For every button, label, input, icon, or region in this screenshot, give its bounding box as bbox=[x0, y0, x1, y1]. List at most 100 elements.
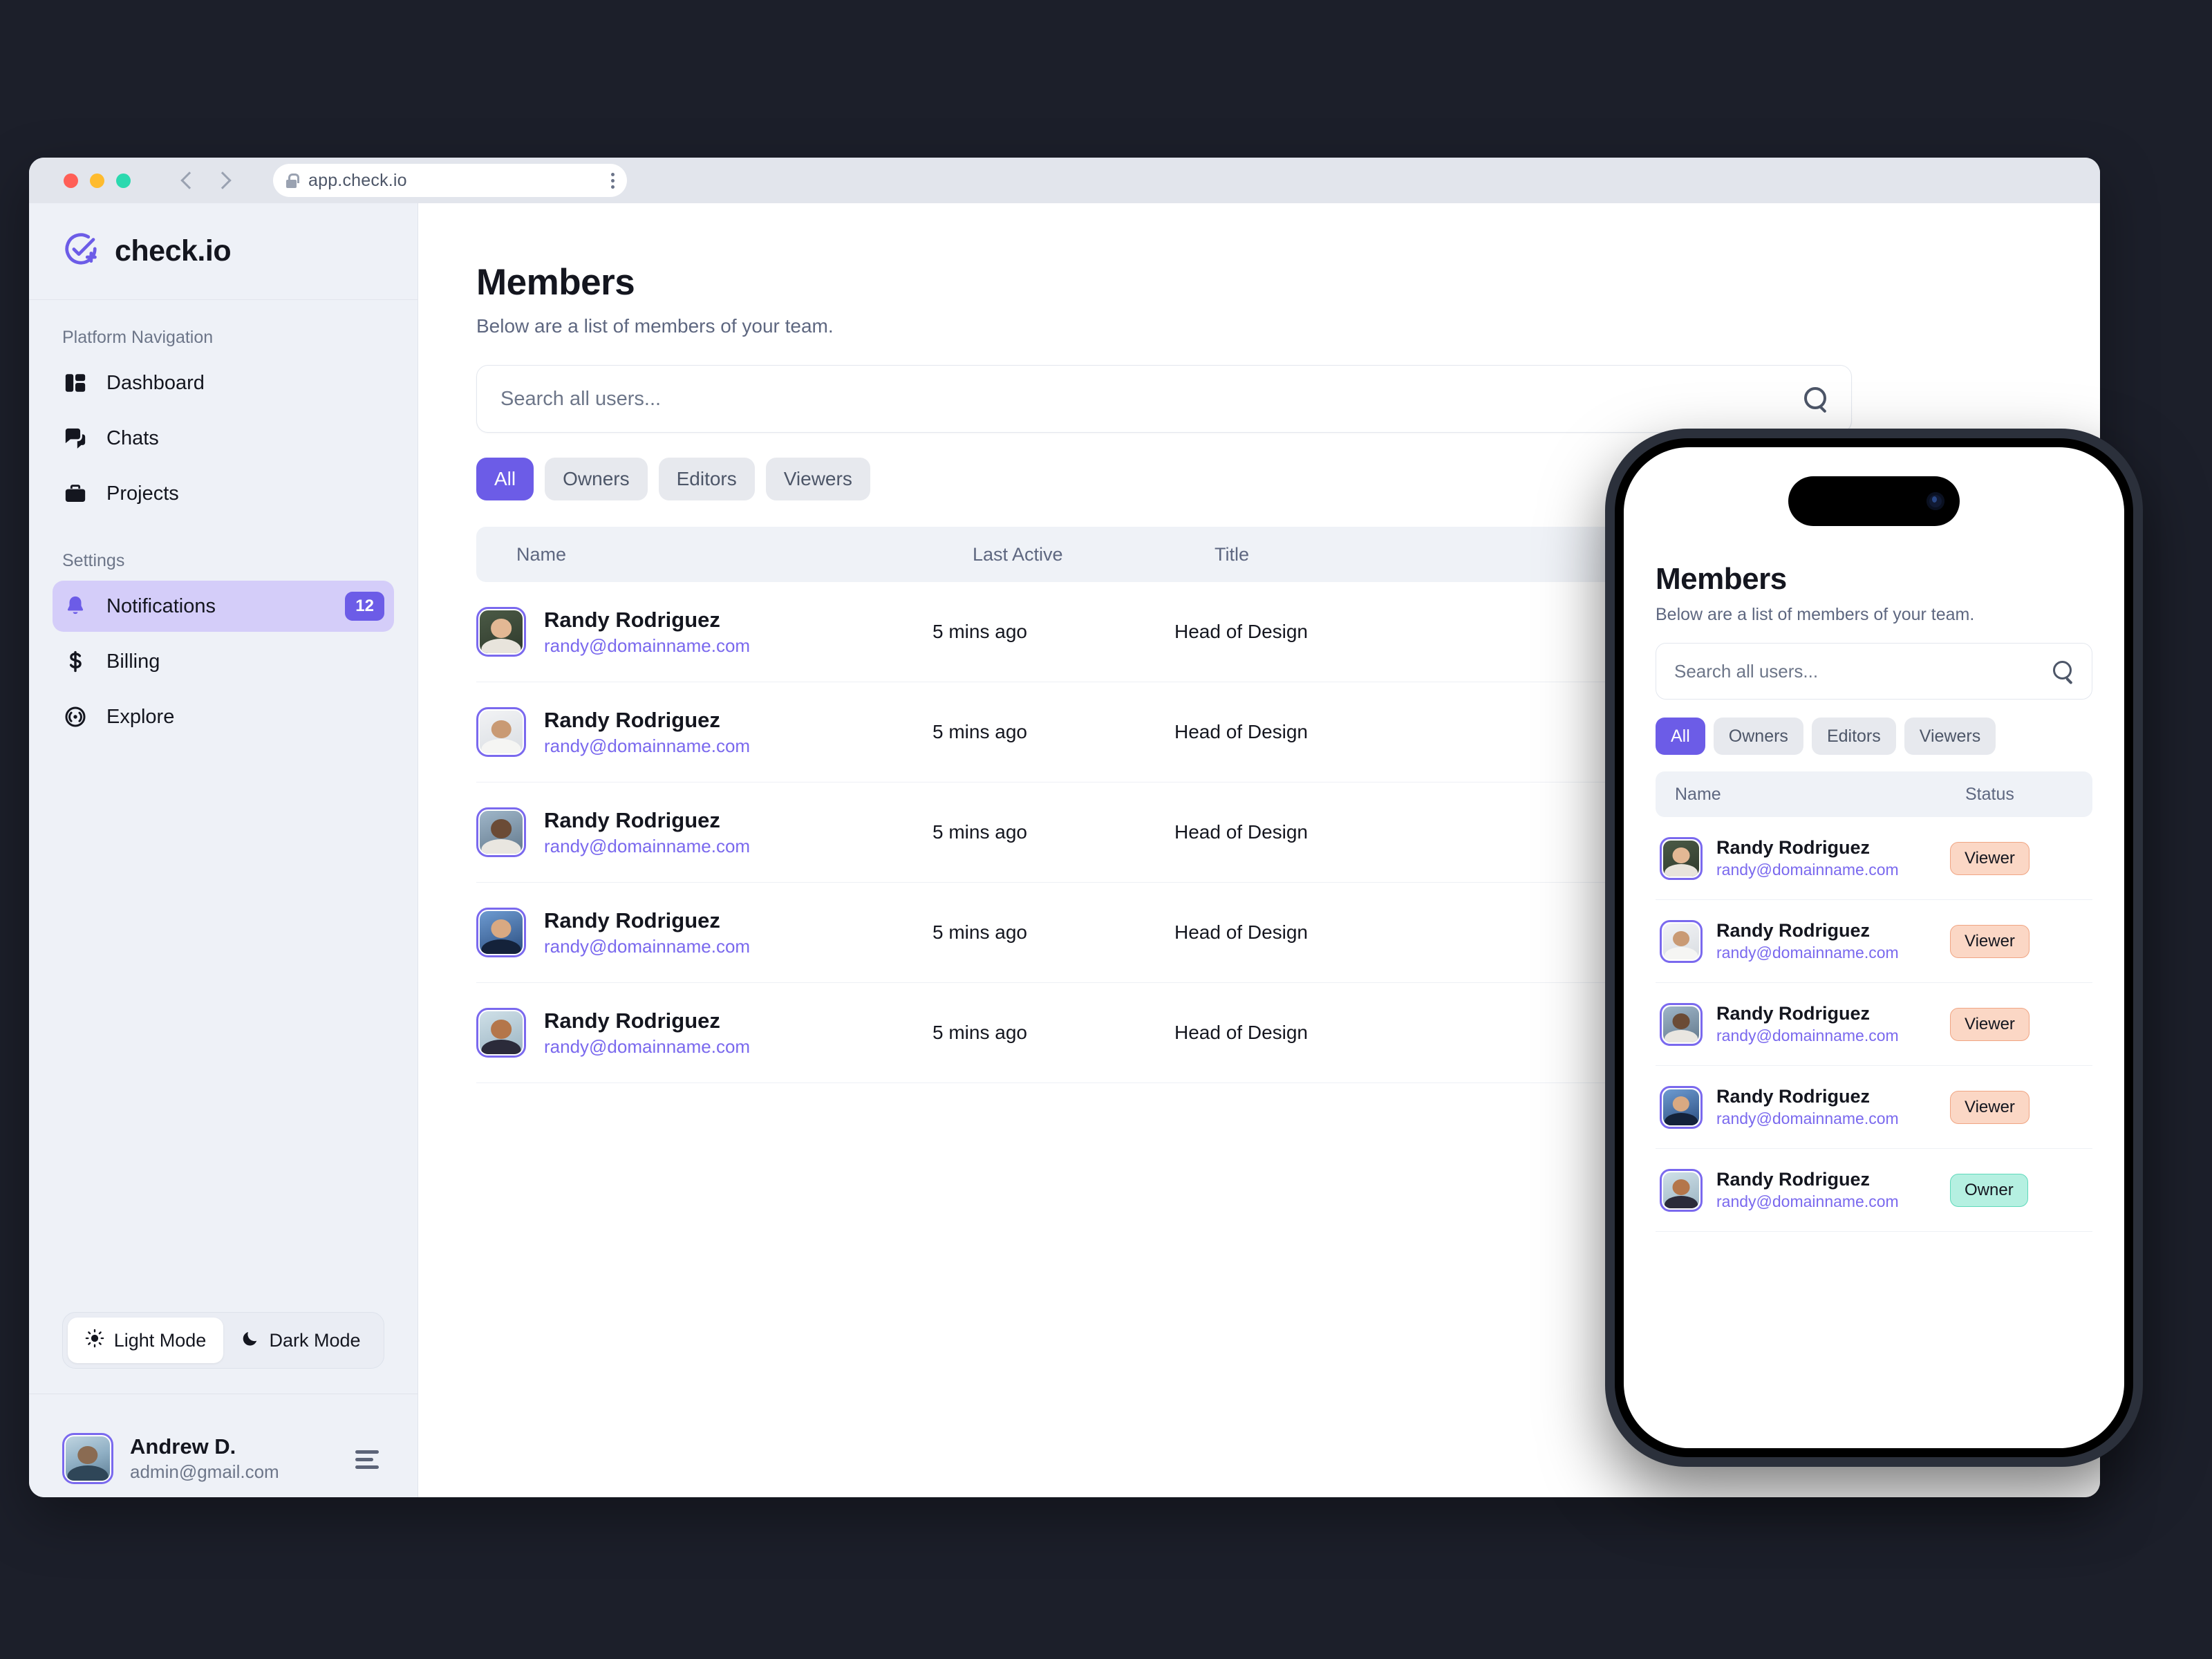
member-email[interactable]: randy@domainname.com bbox=[544, 735, 751, 756]
dashboard-grid-icon bbox=[62, 370, 88, 396]
filter-pill-group: All Owners Editors Viewers bbox=[476, 458, 2100, 500]
phone-member-email[interactable]: randy@domainname.com bbox=[1716, 1027, 1899, 1044]
phone-filter-pill-all[interactable]: All bbox=[1656, 718, 1705, 755]
table-row[interactable]: Randy Rodriguez randy@domainname.com 5 m… bbox=[476, 782, 1852, 883]
sidebar-item-explore[interactable]: Explore bbox=[53, 691, 394, 742]
sidebar-item-dashboard[interactable]: Dashboard bbox=[53, 357, 394, 409]
member-name-cell: Randy Rodriguez randy@domainname.com bbox=[476, 607, 932, 657]
list-item[interactable]: Randy Rodriguez randy@domainname.com Own… bbox=[1656, 1149, 2092, 1232]
forward-icon[interactable] bbox=[214, 171, 232, 189]
member-name-cell: Randy Rodriguez randy@domainname.com bbox=[476, 908, 932, 957]
browser-viewport: check.io Platform Navigation Dashboard bbox=[29, 203, 2100, 1497]
member-title: Head of Design bbox=[1174, 921, 1309, 943]
phone-filter-pill-owners[interactable]: Owners bbox=[1713, 718, 1803, 755]
table-row[interactable]: Randy Rodriguez randy@domainname.com 5 m… bbox=[476, 883, 1852, 983]
member-last-active: 5 mins ago bbox=[932, 1022, 1027, 1043]
list-item[interactable]: Randy Rodriguez randy@domainname.com Vie… bbox=[1656, 900, 2092, 983]
member-email[interactable]: randy@domainname.com bbox=[544, 1035, 751, 1057]
dynamic-island bbox=[1788, 476, 1960, 526]
profile-text: Andrew D. admin@gmail.com bbox=[130, 1434, 279, 1483]
filter-pill-viewers[interactable]: Viewers bbox=[765, 458, 870, 500]
sidebar-item-label: Projects bbox=[106, 482, 179, 505]
url-bar[interactable]: app.check.io bbox=[273, 164, 627, 197]
moon-icon bbox=[241, 1329, 259, 1352]
browser-window: app.check.io check.io bbox=[29, 158, 2100, 1497]
search-input[interactable] bbox=[500, 387, 1804, 411]
column-header-title: Title bbox=[1215, 543, 1250, 565]
dollar-sign-icon bbox=[62, 648, 88, 675]
member-email[interactable]: randy@domainname.com bbox=[544, 935, 751, 957]
avatar bbox=[1660, 919, 1703, 963]
member-last-active: 5 mins ago bbox=[932, 721, 1027, 742]
dark-mode-option[interactable]: Dark Mode bbox=[223, 1318, 379, 1363]
avatar bbox=[1660, 1168, 1703, 1212]
search-icon[interactable] bbox=[1804, 387, 1828, 411]
bell-icon bbox=[62, 593, 88, 619]
status-badge: Viewer bbox=[1950, 841, 2030, 875]
phone-screen: Members Below are a list of members of y… bbox=[1624, 447, 2124, 1448]
avatar bbox=[1660, 1085, 1703, 1129]
member-name-cell: Randy Rodriguez randy@domainname.com bbox=[476, 807, 932, 857]
phone-member-email[interactable]: randy@domainname.com bbox=[1716, 1109, 1899, 1127]
phone-content: Members Below are a list of members of y… bbox=[1624, 447, 2124, 1232]
notifications-count-badge: 12 bbox=[345, 592, 384, 621]
kebab-menu-icon[interactable] bbox=[611, 172, 615, 189]
table-row[interactable]: Randy Rodriguez randy@domainname.com 5 m… bbox=[476, 983, 1852, 1083]
dark-mode-label: Dark Mode bbox=[269, 1329, 361, 1351]
avatar bbox=[1660, 836, 1703, 880]
settings-nav-label: Settings bbox=[62, 551, 125, 570]
member-name-cell: Randy Rodriguez randy@domainname.com bbox=[476, 1008, 932, 1058]
phone-member-name-cell: Randy Rodriguez randy@domainname.com bbox=[1660, 1168, 1950, 1212]
brand[interactable]: check.io bbox=[29, 203, 418, 300]
filter-pill-editors[interactable]: Editors bbox=[658, 458, 755, 500]
theme-toggle[interactable]: Light Mode Dark Mode bbox=[62, 1312, 384, 1369]
column-header-last-active: Last Active bbox=[973, 543, 1063, 565]
phone-member-name-cell: Randy Rodriguez randy@domainname.com bbox=[1660, 919, 1950, 963]
table-row[interactable]: Randy Rodriguez randy@domainname.com 5 m… bbox=[476, 682, 1852, 782]
filter-pill-all[interactable]: All bbox=[476, 458, 534, 500]
member-name-cell: Randy Rodriguez randy@domainname.com bbox=[476, 707, 932, 757]
minimize-window-button[interactable] bbox=[90, 173, 104, 188]
sidebar-item-notifications[interactable]: Notifications 12 bbox=[53, 581, 394, 632]
light-mode-label: Light Mode bbox=[113, 1329, 207, 1351]
table-row[interactable]: Randy Rodriguez randy@domainname.com 5 m… bbox=[476, 582, 1852, 682]
collapse-sidebar-icon[interactable] bbox=[355, 1450, 384, 1471]
list-item[interactable]: Randy Rodriguez randy@domainname.com Vie… bbox=[1656, 983, 2092, 1066]
sidebar-item-label: Billing bbox=[106, 650, 160, 673]
phone-search-input[interactable] bbox=[1674, 660, 2042, 682]
close-window-button[interactable] bbox=[64, 173, 78, 188]
status-badge: Owner bbox=[1950, 1173, 2028, 1207]
browser-chrome: app.check.io bbox=[29, 158, 2100, 203]
sidebar-item-projects[interactable]: Projects bbox=[53, 468, 394, 519]
phone-member-email[interactable]: randy@domainname.com bbox=[1716, 1192, 1899, 1210]
platform-nav-section: Platform Navigation Dashboard bbox=[29, 300, 418, 747]
phone-filter-pill-editors[interactable]: Editors bbox=[1811, 718, 1896, 755]
back-icon[interactable] bbox=[180, 171, 198, 189]
member-email[interactable]: randy@domainname.com bbox=[544, 635, 751, 656]
sidebar-item-label: Notifications bbox=[106, 594, 216, 617]
sidebar-user-profile[interactable]: Andrew D. admin@gmail.com bbox=[29, 1394, 418, 1497]
phone-member-name: Randy Rodriguez bbox=[1716, 1169, 1871, 1190]
status-badge: Viewer bbox=[1950, 1007, 2030, 1041]
list-item[interactable]: Randy Rodriguez randy@domainname.com Vie… bbox=[1656, 1066, 2092, 1149]
maximize-window-button[interactable] bbox=[116, 173, 131, 188]
filter-pill-owners[interactable]: Owners bbox=[545, 458, 648, 500]
phone-search-bar[interactable] bbox=[1656, 643, 2092, 700]
member-name: Randy Rodriguez bbox=[544, 807, 720, 832]
phone-filter-pill-viewers[interactable]: Viewers bbox=[1904, 718, 1996, 755]
phone-member-email[interactable]: randy@domainname.com bbox=[1716, 861, 1899, 879]
list-item[interactable]: Randy Rodriguez randy@domainname.com Vie… bbox=[1656, 817, 2092, 900]
member-email[interactable]: randy@domainname.com bbox=[544, 835, 751, 856]
sidebar-item-billing[interactable]: Billing bbox=[53, 636, 394, 687]
search-bar[interactable] bbox=[476, 365, 1852, 433]
search-icon[interactable] bbox=[2053, 661, 2074, 682]
phone-member-email[interactable]: randy@domainname.com bbox=[1716, 944, 1899, 962]
check-circle-plus-icon bbox=[62, 231, 100, 272]
sidebar-item-chats[interactable]: Chats bbox=[53, 413, 394, 464]
light-mode-option[interactable]: Light Mode bbox=[68, 1318, 223, 1363]
member-name: Randy Rodriguez bbox=[544, 607, 720, 632]
avatar bbox=[476, 707, 526, 757]
briefcase-icon bbox=[62, 480, 88, 507]
avatar bbox=[1660, 1002, 1703, 1046]
phone-bezel: Members Below are a list of members of y… bbox=[1615, 438, 2133, 1457]
